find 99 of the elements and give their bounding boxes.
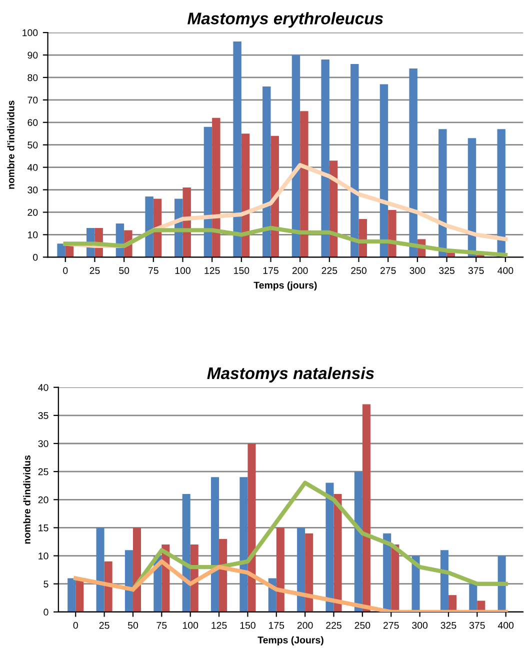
bar xyxy=(391,544,400,612)
bar xyxy=(145,196,154,258)
x-tick-label: 300 xyxy=(410,267,426,274)
bar xyxy=(440,550,448,612)
x-tick-label: 175 xyxy=(269,622,284,629)
x-tick-label: 300 xyxy=(412,622,428,629)
y-tick-label: 50 xyxy=(28,142,38,148)
bar xyxy=(204,126,212,258)
y-tick-label: 80 xyxy=(28,74,38,82)
x-tick-label: 125 xyxy=(212,622,227,629)
bar xyxy=(76,578,84,612)
bar xyxy=(240,477,248,612)
bar xyxy=(438,129,447,258)
x-axis-title: Temps (jours) xyxy=(254,281,317,291)
x-tick-label: 400 xyxy=(498,622,514,629)
x-tick-label: 150 xyxy=(240,622,256,629)
y-axis-title: nombre d'individus xyxy=(7,100,14,189)
bar xyxy=(354,472,362,612)
y-axis-title: nombre d'individus xyxy=(23,455,30,544)
x-tick-label: 25 xyxy=(99,622,110,629)
y-tick-label: 0 xyxy=(44,608,48,616)
y-tick-label: 10 xyxy=(38,552,48,560)
x-tick-label: 325 xyxy=(440,622,456,629)
x-tick-label: 25 xyxy=(90,267,100,274)
y-tick-label: 20 xyxy=(38,496,48,504)
x-tick-label: 75 xyxy=(156,622,167,629)
bar xyxy=(124,550,133,612)
y-tick-label: 40 xyxy=(27,164,38,171)
y-tick-label: 100 xyxy=(22,29,38,36)
line-series xyxy=(74,559,508,612)
bar xyxy=(248,443,256,612)
bar xyxy=(300,111,308,258)
bar xyxy=(292,55,300,258)
y-tick-label: 30 xyxy=(38,440,48,448)
bar xyxy=(380,84,388,258)
x-tick-label: 275 xyxy=(380,267,396,274)
x-axis-title: Temps (Jours) xyxy=(258,636,324,646)
bar xyxy=(57,244,66,258)
x-tick-label: 225 xyxy=(322,267,338,274)
bar xyxy=(383,533,392,612)
x-tick-label: 375 xyxy=(468,267,484,274)
x-tick-label: 175 xyxy=(263,267,278,274)
x-tick-label: 200 xyxy=(292,267,308,274)
bar xyxy=(409,68,418,258)
bar xyxy=(297,528,306,612)
bar xyxy=(350,64,359,258)
bar xyxy=(262,86,271,258)
y-tick-label: 5 xyxy=(44,580,48,588)
y-tick-label: 10 xyxy=(28,231,38,238)
chart-title: Mastomys erythroleucus xyxy=(188,12,384,28)
y-tick-label: 35 xyxy=(38,412,48,420)
y-tick-label: 60 xyxy=(28,119,38,126)
x-tick-label: 400 xyxy=(498,267,514,274)
bar xyxy=(219,538,228,612)
bar xyxy=(241,134,250,258)
x-tick-label: 225 xyxy=(326,622,342,629)
x-tick-label: 75 xyxy=(148,267,158,274)
y-tick-label: 70 xyxy=(28,96,38,104)
bar xyxy=(305,533,314,612)
x-tick-label: 275 xyxy=(383,622,399,629)
bar xyxy=(468,138,476,258)
bar xyxy=(104,561,112,612)
y-tick-label: 40 xyxy=(38,384,48,391)
chart-title: Mastomys natalensis xyxy=(207,366,374,382)
x-tick-label: 250 xyxy=(354,622,370,629)
line-series xyxy=(130,480,508,592)
line-series xyxy=(63,226,508,257)
bar xyxy=(321,60,330,258)
x-tick-label: 150 xyxy=(234,267,250,274)
bar xyxy=(362,404,370,612)
x-tick-label: 250 xyxy=(351,267,366,274)
bar xyxy=(326,482,334,612)
bar xyxy=(388,210,396,258)
x-tick-label: 100 xyxy=(175,267,190,274)
bar xyxy=(334,494,342,612)
bar xyxy=(182,494,190,612)
x-tick-label: 0 xyxy=(63,267,68,274)
x-tick-label: 0 xyxy=(73,622,78,629)
y-tick-label: 25 xyxy=(38,468,48,476)
bar xyxy=(233,42,242,258)
x-tick-label: 375 xyxy=(469,622,485,629)
x-tick-label: 200 xyxy=(297,622,313,629)
bar xyxy=(68,578,76,612)
bar xyxy=(132,528,142,612)
x-tick-label: 125 xyxy=(204,267,220,274)
bar xyxy=(212,118,220,258)
y-tick-label: 15 xyxy=(38,524,48,532)
bar xyxy=(96,528,104,612)
y-tick-label: 30 xyxy=(28,186,38,194)
y-tick-label: 90 xyxy=(28,52,38,59)
x-tick-label: 325 xyxy=(439,267,454,274)
y-tick-label: 0 xyxy=(33,254,38,261)
x-tick-label: 50 xyxy=(119,267,130,274)
x-tick-label: 50 xyxy=(128,622,138,629)
bar xyxy=(210,477,220,612)
bar xyxy=(270,136,279,258)
x-tick-label: 100 xyxy=(182,622,198,629)
y-tick-label: 20 xyxy=(28,208,38,216)
bar xyxy=(276,528,284,612)
